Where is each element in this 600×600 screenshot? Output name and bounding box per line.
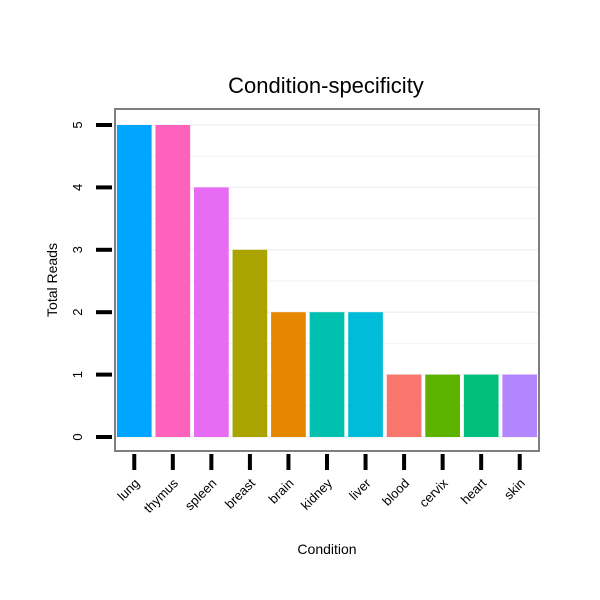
x-tick-label-spleen: spleen: [182, 476, 220, 514]
x-tick-label-brain: brain: [266, 476, 297, 507]
bar-heart: [463, 374, 499, 437]
x-tick-label-kidney: kidney: [298, 475, 336, 513]
bars: [116, 125, 538, 437]
x-tick-label-skin: skin: [501, 476, 528, 503]
x-tick-label-breast: breast: [222, 475, 258, 511]
bar-cervix: [425, 374, 460, 437]
y-tick-label: 2: [70, 309, 85, 316]
bar-skin: [502, 374, 538, 437]
y-tick-label: 0: [70, 433, 85, 440]
y-tick-label: 5: [70, 121, 85, 128]
x-tick-label-heart: heart: [458, 475, 490, 507]
x-tick-label-cervix: cervix: [416, 475, 451, 510]
y-tick-label: 4: [70, 184, 85, 191]
bar-spleen: [194, 187, 229, 437]
y-axis-label: Total Reads: [44, 243, 60, 317]
bar-breast: [232, 249, 268, 437]
y-tick-label: 1: [70, 371, 85, 378]
x-tick-label-thymus: thymus: [141, 475, 182, 516]
y-tick-label: 3: [70, 246, 85, 253]
bar-blood: [386, 374, 422, 437]
x-tick-label-liver: liver: [346, 475, 374, 503]
bar-liver: [348, 312, 383, 437]
x-axis-label: Condition: [297, 541, 356, 557]
x-tick-label-lung: lung: [114, 476, 142, 504]
y-axis: 0 1 2 3 4 5: [70, 121, 112, 441]
bar-lung: [116, 125, 152, 437]
chart-title: Condition-specificity: [228, 73, 424, 98]
bar-kidney: [309, 312, 345, 437]
bar-brain: [271, 312, 306, 437]
bar-thymus: [155, 125, 191, 437]
plot-frame: [114, 108, 540, 452]
x-tick-label-blood: blood: [379, 476, 412, 509]
